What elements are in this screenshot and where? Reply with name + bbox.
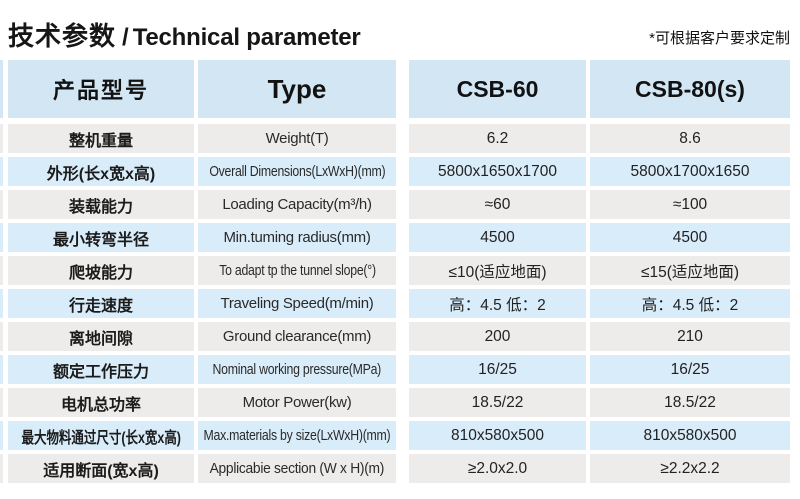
spec-table: 产品型号 Type CSB-60 CSB-80(s) 整机重量 Weight(T… bbox=[0, 60, 800, 487]
spec-zh-label: 装载能力 bbox=[8, 190, 194, 219]
table-row-working-pressure: 额定工作压力 Nominal working pressure(MPa) 16/… bbox=[0, 355, 800, 384]
spec-zh-label: 外形(长x宽x高) bbox=[8, 157, 194, 186]
spec-en-label: Weight(T) bbox=[198, 124, 396, 153]
spec-zh-label: 离地间隙 bbox=[8, 322, 194, 351]
table-row-ground-clearance: 离地间隙 Ground clearance(mm) 200 210 bbox=[0, 322, 800, 351]
spec-value-csb80: ≈100 bbox=[590, 190, 790, 219]
spec-en-label: Traveling Speed(m/min) bbox=[198, 289, 396, 318]
table-row-max-material-size: 最大物料通过尺寸(长x宽x高) Max.materials by size(Lx… bbox=[0, 421, 800, 450]
table-row-traveling-speed: 行走速度 Traveling Speed(m/min) 高：4.5 低：2 高：… bbox=[0, 289, 800, 318]
left-edge-sliver bbox=[0, 322, 3, 351]
left-edge-sliver bbox=[0, 355, 3, 384]
table-row-weight: 整机重量 Weight(T) 6.2 8.6 bbox=[0, 124, 800, 153]
left-edge-sliver bbox=[0, 388, 3, 417]
left-edge-sliver bbox=[0, 190, 3, 219]
table-row-loading-capacity: 装载能力 Loading Capacity(m³/h) ≈60 ≈100 bbox=[0, 190, 800, 219]
spec-value-csb60: 5800x1650x1700 bbox=[409, 157, 586, 186]
table-row-slope: 爬坡能力 To adapt tp the tunnel slope(°) ≤10… bbox=[0, 256, 800, 285]
spec-zh-label: 行走速度 bbox=[8, 289, 194, 318]
left-edge-sliver bbox=[0, 157, 3, 186]
spec-value-csb80: ≥2.2x2.2 bbox=[590, 454, 790, 483]
spec-en-label: To adapt tp the tunnel slope(°) bbox=[198, 256, 396, 285]
spec-value-csb60: 200 bbox=[409, 322, 586, 351]
spec-value-csb60: ≈60 bbox=[409, 190, 586, 219]
page-title-zh: 技术参数 bbox=[8, 21, 117, 51]
spec-value-csb60: 16/25 bbox=[409, 355, 586, 384]
spec-value-csb80: 5800x1700x1650 bbox=[590, 157, 790, 186]
spec-value-csb80: 16/25 bbox=[590, 355, 790, 384]
left-edge-sliver bbox=[0, 289, 3, 318]
spec-en-label: Motor Power(kw) bbox=[198, 388, 396, 417]
spec-en-label: Overall Dimensions(LxWxH)(mm) bbox=[198, 157, 396, 186]
header-csb60: CSB-60 bbox=[409, 60, 586, 118]
spec-value-csb80: 210 bbox=[590, 322, 790, 351]
left-edge-sliver bbox=[0, 60, 3, 118]
spec-zh-label: 适用断面(宽x高) bbox=[8, 454, 194, 483]
spec-en-label: Max.materials by size(LxWxH)(mm) bbox=[198, 421, 396, 450]
customization-note: *可根据客户要求定制 bbox=[649, 30, 790, 47]
spec-value-csb80: 8.6 bbox=[590, 124, 790, 153]
table-row-dimensions: 外形(长x宽x高) Overall Dimensions(LxWxH)(mm) … bbox=[0, 157, 800, 186]
spec-zh-label: 额定工作压力 bbox=[8, 355, 194, 384]
table-header-row: 产品型号 Type CSB-60 CSB-80(s) bbox=[0, 60, 800, 118]
spec-en-label: Min.tuming radius(mm) bbox=[198, 223, 396, 252]
spec-value-csb60: 810x580x500 bbox=[409, 421, 586, 450]
left-edge-sliver bbox=[0, 223, 3, 252]
spec-value-csb60: ≥2.0x2.0 bbox=[409, 454, 586, 483]
spec-zh-label: 电机总功率 bbox=[8, 388, 194, 417]
spec-zh-label: 最小转弯半径 bbox=[8, 223, 194, 252]
page-title: 技术参数 / Technical parameter bbox=[8, 23, 361, 50]
left-edge-sliver bbox=[0, 124, 3, 153]
spec-value-csb80: 18.5/22 bbox=[590, 388, 790, 417]
left-edge-sliver bbox=[0, 256, 3, 285]
spec-en-label: Nominal working pressure(MPa) bbox=[198, 355, 396, 384]
spec-value-csb60: 4500 bbox=[409, 223, 586, 252]
table-row-turning-radius: 最小转弯半径 Min.tuming radius(mm) 4500 4500 bbox=[0, 223, 800, 252]
spec-value-csb80: 810x580x500 bbox=[590, 421, 790, 450]
spec-value-csb60: ≤10(适应地面) bbox=[409, 256, 586, 285]
spec-value-csb80: ≤15(适应地面) bbox=[590, 256, 790, 285]
spec-value-csb80: 高：4.5 低：2 bbox=[590, 289, 790, 318]
table-row-motor-power: 电机总功率 Motor Power(kw) 18.5/22 18.5/22 bbox=[0, 388, 800, 417]
spec-en-label: Loading Capacity(m³/h) bbox=[198, 190, 396, 219]
spec-en-label: Applicabie section (W x H)(m) bbox=[198, 454, 396, 483]
spec-zh-label: 最大物料通过尺寸(长x宽x高) bbox=[8, 421, 194, 450]
spec-zh-label: 整机重量 bbox=[8, 124, 194, 153]
header-type: Type bbox=[198, 60, 396, 118]
spec-value-csb60: 高：4.5 低：2 bbox=[409, 289, 586, 318]
header-product-model: 产品型号 bbox=[8, 60, 194, 118]
spec-value-csb60: 18.5/22 bbox=[409, 388, 586, 417]
table-row-applicable-section: 适用断面(宽x高) Applicabie section (W x H)(m) … bbox=[0, 454, 800, 483]
spec-zh-label: 爬坡能力 bbox=[8, 256, 194, 285]
page-title-en: Technical parameter bbox=[132, 24, 361, 51]
left-edge-sliver bbox=[0, 454, 3, 483]
spec-en-label: Ground clearance(mm) bbox=[198, 322, 396, 351]
titlebar: 技术参数 / Technical parameter *可根据客户要求定制 bbox=[0, 0, 800, 58]
title-divider: / bbox=[122, 24, 129, 51]
left-edge-sliver bbox=[0, 421, 3, 450]
spec-value-csb60: 6.2 bbox=[409, 124, 586, 153]
header-csb80: CSB-80(s) bbox=[590, 60, 790, 118]
spec-value-csb80: 4500 bbox=[590, 223, 790, 252]
